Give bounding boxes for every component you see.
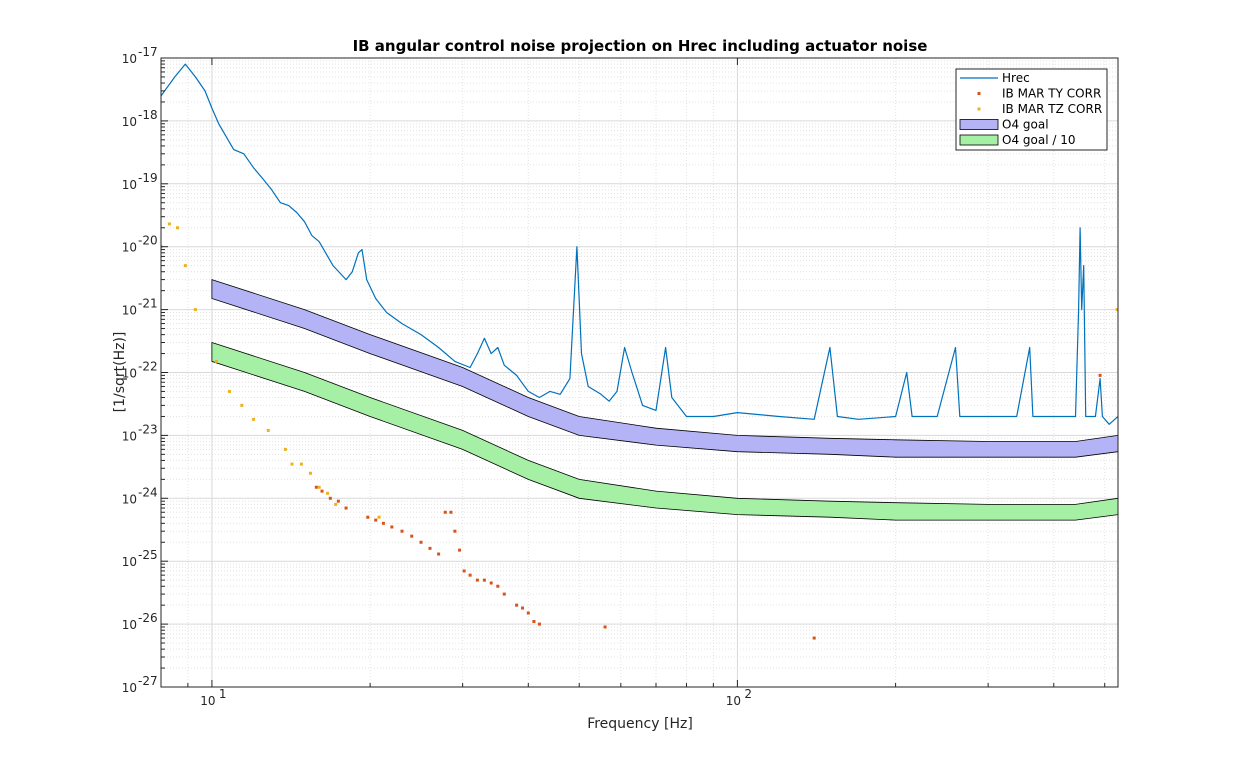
legend-label-o4-goal-10: O4 goal / 10: [1002, 133, 1075, 147]
x-tick-label: 10: [726, 694, 741, 708]
point-ib-mar-ty-corr: [515, 603, 519, 607]
y-axis-label: [1/sqrt(Hz)]: [112, 332, 128, 413]
point-ib-mar-tz-corr: [1115, 308, 1118, 312]
point-ib-mar-ty-corr: [453, 529, 457, 533]
y-tick-label: 10: [122, 241, 137, 255]
point-ib-mar-ty-corr: [482, 578, 486, 582]
point-ib-mar-tz-corr: [183, 264, 187, 268]
legend-label-ib-mar-tz-corr: IB MAR TZ CORR: [1002, 102, 1102, 116]
chart-title: IB angular control noise projection on H…: [353, 37, 928, 55]
point-ib-mar-ty-corr: [428, 546, 432, 550]
point-ib-mar-ty-corr: [344, 506, 348, 510]
y-tick-exponent: -18: [138, 108, 158, 122]
y-tick-label: 10: [122, 429, 137, 443]
point-ib-mar-tz-corr: [167, 222, 171, 226]
point-ib-mar-ty-corr: [410, 534, 414, 538]
point-ib-mar-ty-corr: [419, 540, 423, 544]
y-tick-label: 10: [122, 178, 137, 192]
x-tick-exponent: 1: [219, 687, 227, 701]
point-ib-mar-ty-corr: [437, 552, 441, 556]
point-ib-mar-ty-corr: [521, 606, 525, 610]
point-ib-mar-tz-corr: [308, 471, 312, 475]
y-tick-exponent: -19: [138, 171, 158, 185]
y-tick-exponent: -23: [138, 422, 158, 436]
band-o4-goal-10: [211, 341, 1118, 521]
point-ib-mar-ty-corr: [468, 573, 472, 577]
point-ib-mar-ty-corr: [1098, 373, 1102, 377]
y-tick-exponent: -24: [138, 485, 158, 499]
point-ib-mar-ty-corr: [374, 518, 378, 522]
point-ib-mar-ty-corr: [366, 515, 370, 519]
point-ib-mar-ty-corr: [532, 619, 536, 623]
plot-marks: [161, 63, 1118, 640]
y-tick-exponent: -21: [138, 297, 158, 311]
line-hrec: [161, 63, 1118, 425]
point-ib-mar-tz-corr: [193, 308, 197, 312]
point-ib-mar-ty-corr: [496, 584, 500, 588]
point-ib-mar-ty-corr: [314, 485, 318, 489]
point-ib-mar-tz-corr: [317, 485, 321, 489]
point-ib-mar-tz-corr: [299, 462, 303, 466]
y-tick-labels: 10-1710-1810-1910-2010-2110-2210-2310-24…: [122, 45, 158, 695]
y-tick-label: 10: [122, 367, 137, 381]
y-tick-label: 10: [122, 304, 137, 318]
point-ib-mar-tz-corr: [283, 447, 287, 451]
point-ib-mar-ty-corr: [381, 521, 385, 525]
legend-swatch-ib-mar-ty-corr: [977, 92, 981, 95]
legend-swatch-o4-goal-10: [959, 134, 999, 146]
point-ib-mar-ty-corr: [328, 496, 332, 500]
y-tick-exponent: -25: [138, 548, 158, 562]
point-ib-mar-tz-corr: [377, 515, 381, 519]
legend-swatch-o4-goal: [959, 119, 999, 130]
point-ib-mar-ty-corr: [489, 581, 493, 585]
y-tick-exponent: -26: [138, 611, 158, 625]
point-ib-mar-ty-corr: [603, 625, 607, 629]
point-ib-mar-ty-corr: [812, 636, 816, 640]
point-ib-mar-tz-corr: [240, 403, 244, 407]
x-tick-label: 10: [200, 694, 215, 708]
point-ib-mar-ty-corr: [458, 548, 462, 552]
point-ib-mar-ty-corr: [502, 592, 506, 596]
y-tick-exponent: -20: [138, 234, 158, 248]
legend-label-hrec: Hrec: [1002, 71, 1030, 85]
y-tick-exponent: -22: [138, 360, 158, 374]
point-ib-mar-ty-corr: [443, 510, 447, 514]
point-ib-mar-ty-corr: [390, 525, 394, 529]
point-ib-mar-ty-corr: [400, 529, 404, 533]
point-ib-mar-ty-corr: [526, 611, 530, 615]
point-ib-mar-tz-corr: [176, 226, 180, 230]
point-ib-mar-ty-corr: [320, 489, 324, 493]
y-tick-label: 10: [122, 681, 137, 695]
x-axis-label: Frequency [Hz]: [587, 716, 693, 732]
legend-label-ib-mar-ty-corr: IB MAR TY CORR: [1002, 87, 1101, 101]
y-tick-exponent: -27: [138, 674, 158, 688]
y-tick-label: 10: [122, 492, 137, 506]
point-ib-mar-tz-corr: [266, 428, 270, 432]
point-ib-mar-tz-corr: [326, 491, 330, 495]
y-tick-label: 10: [122, 618, 137, 632]
point-ib-mar-ty-corr: [336, 499, 340, 503]
legend-swatch-ib-mar-tz-corr: [977, 107, 981, 111]
y-tick-exponent: -17: [138, 45, 158, 59]
legend-label-o4-goal: O4 goal: [1002, 118, 1049, 132]
y-tick-label: 10: [122, 555, 137, 569]
x-tick-exponent: 2: [744, 687, 752, 701]
point-ib-mar-tz-corr: [334, 502, 338, 506]
x-tick-labels: 10 1 10 2: [200, 687, 752, 708]
point-ib-mar-tz-corr: [252, 417, 256, 421]
point-ib-mar-ty-corr: [537, 622, 541, 626]
point-ib-mar-tz-corr: [214, 359, 218, 363]
point-ib-mar-ty-corr: [475, 578, 479, 582]
band-o4-goal: [211, 279, 1118, 458]
y-tick-label: 10: [122, 115, 137, 129]
point-ib-mar-tz-corr: [290, 462, 294, 466]
axis-ticks: [160, 58, 1106, 688]
point-ib-mar-ty-corr: [449, 510, 453, 514]
point-ib-mar-tz-corr: [227, 389, 231, 393]
point-ib-mar-ty-corr: [462, 569, 466, 573]
y-tick-label: 10: [122, 52, 137, 66]
